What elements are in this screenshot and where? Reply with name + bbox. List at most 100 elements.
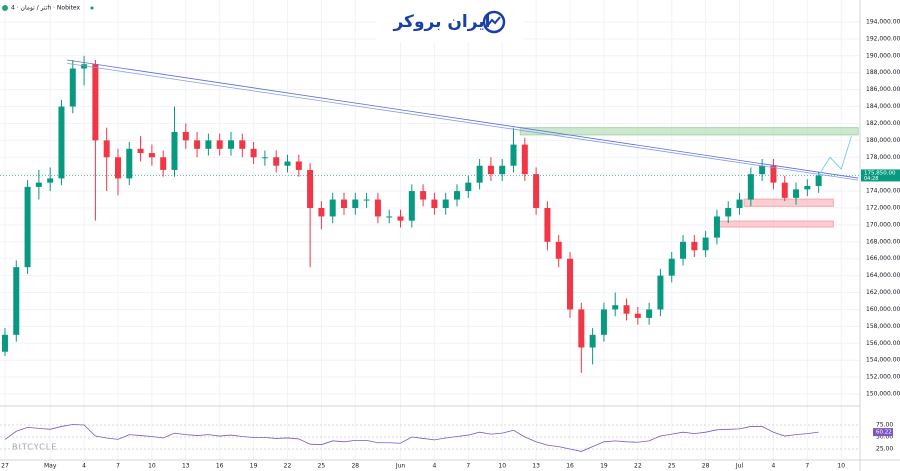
candle-body <box>612 305 619 310</box>
y-tick-label: 162,000.00 <box>866 289 900 296</box>
candle-body <box>397 216 404 221</box>
candle-body <box>1 334 8 352</box>
x-tick-label: Jul <box>735 463 744 470</box>
y-tick-label: 182,000.00 <box>866 120 900 127</box>
candle-body <box>793 189 800 198</box>
rsi-tick-label: 25.00 <box>876 446 893 453</box>
candle-body <box>544 207 551 242</box>
y-tick-label: 172,000.00 <box>866 204 900 211</box>
candle-body <box>408 191 415 221</box>
logo-icon <box>482 10 506 34</box>
candle-body <box>487 165 494 175</box>
candle-body <box>92 64 99 141</box>
x-tick-label: 4 <box>432 463 436 470</box>
candle-body <box>363 199 370 201</box>
candle-body <box>578 309 585 348</box>
y-tick-label: 160,000.00 <box>866 306 900 313</box>
candle-body <box>668 258 675 276</box>
x-tick-label: 28 <box>351 463 359 470</box>
logo-box <box>376 0 524 42</box>
candle-body <box>24 186 31 268</box>
x-tick-label: 7 <box>466 463 470 470</box>
y-tick-label: 184,000.00 <box>866 103 900 110</box>
x-tick-label: 4 <box>82 463 86 470</box>
x-tick-label: 27 <box>1 463 9 470</box>
candle-body <box>126 148 133 179</box>
candle-body <box>182 131 189 141</box>
zone <box>519 127 859 136</box>
candle-body <box>216 140 223 149</box>
candle-body <box>239 140 246 149</box>
x-tick-label: 10 <box>498 463 506 470</box>
candle-body <box>171 131 178 170</box>
zone <box>718 220 834 228</box>
candle-body <box>454 191 461 200</box>
candle-body <box>465 182 472 192</box>
candle-body <box>35 182 42 187</box>
logo-text: ایران بروکر <box>392 12 490 32</box>
candle-body <box>555 241 562 259</box>
candle-body <box>702 237 709 251</box>
candle-body <box>352 199 359 208</box>
candle-body <box>69 68 76 107</box>
y-tick-label: 168,000.00 <box>866 238 900 245</box>
logo-arrow <box>487 16 501 26</box>
candle-body <box>499 165 506 175</box>
y-tick-label: 152,000.00 <box>866 374 900 381</box>
candle-body <box>691 241 698 251</box>
rsi-tick-label: 75.00 <box>876 422 893 429</box>
x-tick-label: 25 <box>318 463 326 470</box>
candle-body <box>148 153 155 158</box>
candle-body <box>205 140 212 149</box>
x-tick-label: 25 <box>668 463 676 470</box>
candle-body <box>420 191 427 200</box>
countdown: 04:28 <box>864 176 878 182</box>
candle-body <box>284 161 291 166</box>
x-tick-label: 13 <box>182 463 190 470</box>
y-tick-label: 190,000.00 <box>866 52 900 59</box>
grid <box>0 0 860 460</box>
candle-body <box>341 199 347 208</box>
x-tick-label: 19 <box>600 463 608 470</box>
candle-body <box>374 199 381 217</box>
symbol-info: تتر / تومان · 4h · Nobitex <box>2 5 94 12</box>
y-tick-label: 150,000.00 <box>866 391 900 398</box>
candle-body <box>329 199 336 217</box>
candle-body <box>47 178 54 183</box>
x-tick-label: 28 <box>702 463 710 470</box>
projection <box>818 135 852 176</box>
x-tick-label: 22 <box>284 463 292 470</box>
candle-body <box>600 309 607 335</box>
y-tick-label: 188,000.00 <box>866 69 900 76</box>
candle-body <box>137 148 144 154</box>
x-tick-label: 4 <box>772 463 776 470</box>
candle-body <box>103 140 110 158</box>
candle-body <box>815 175 822 187</box>
candle-body <box>804 186 811 190</box>
rsi-tick-label: 50.00 <box>876 434 893 441</box>
candle-body <box>160 157 167 170</box>
candle-body <box>657 275 664 310</box>
rsi-line <box>4 424 819 452</box>
y-tick-label: 174,000.00 <box>866 188 900 195</box>
x-tick-label: 22 <box>634 463 642 470</box>
y-tick-label: 158,000.00 <box>866 323 900 330</box>
candle-body <box>13 267 20 335</box>
y-tick-label: 164,000.00 <box>866 272 900 279</box>
candle-body <box>747 174 754 200</box>
candle-body <box>510 144 517 166</box>
y-tick-label: 178,000.00 <box>866 154 900 161</box>
y-tick-label: 170,000.00 <box>866 221 900 228</box>
candle-body <box>713 216 720 238</box>
x-tick-label: 7 <box>116 463 120 470</box>
candle-body <box>521 144 528 175</box>
candle-body <box>318 207 325 217</box>
candle-body <box>261 157 268 159</box>
y-tick-label: 156,000.00 <box>866 340 900 347</box>
candle-body <box>81 64 88 69</box>
candle-body <box>386 216 393 218</box>
symbol: تتر / تومان · 4h · Nobitex <box>11 5 81 12</box>
last-price-box <box>861 169 900 182</box>
